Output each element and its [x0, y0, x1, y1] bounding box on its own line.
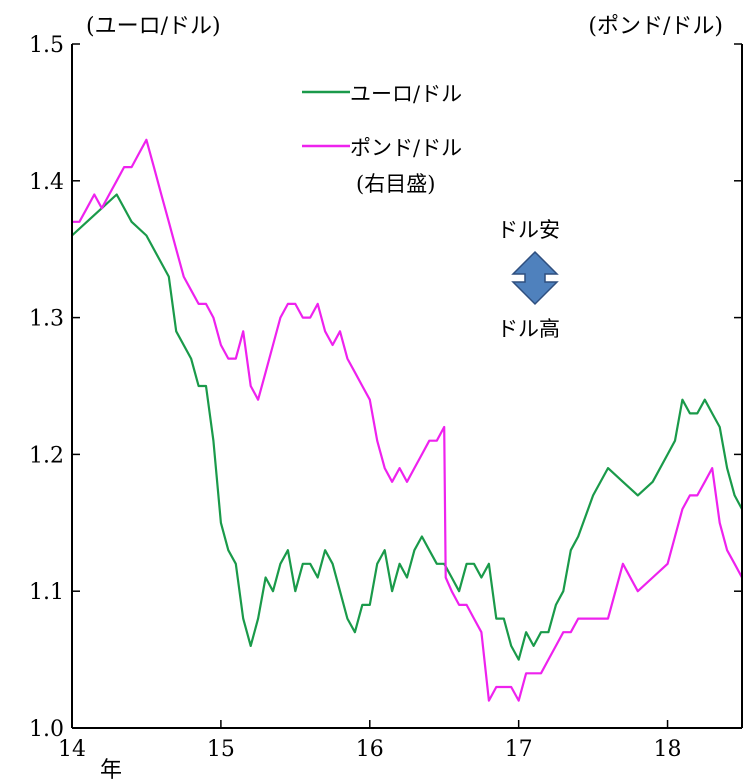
y-tick-label-3: 1.3	[29, 307, 64, 332]
y-tick-label-5: 1.5	[29, 33, 64, 58]
right-axis-title: (ポンド/ドル)	[588, 14, 723, 39]
axes	[71, 44, 743, 729]
series-lines	[71, 138, 743, 702]
legend	[302, 90, 350, 148]
legend-pound-label: ポンド/ドル	[350, 136, 463, 160]
x-tick-label-3: 17	[505, 737, 533, 762]
x-tick-label-4: 18	[654, 737, 682, 762]
y-tick-label-2: 1.2	[29, 443, 64, 468]
left-axis-title: (ユーロ/ドル)	[86, 14, 221, 39]
double-arrow-icon	[511, 250, 559, 306]
y-tick-label-1: 1.1	[29, 580, 64, 605]
y-tick-label-0: 1.0	[29, 717, 64, 742]
ticks: 1.0 1.1 1.2 1.3 1.4 1.5 14 15 16 17 18	[29, 33, 742, 762]
x-tick-label-2: 16	[356, 737, 384, 762]
legend-euro-label: ユーロ/ドル	[350, 82, 463, 106]
legend-pound-axis-note: (右目盛)	[356, 172, 436, 196]
x-unit-label: 年	[100, 758, 123, 783]
dollar-arrow	[511, 250, 559, 306]
series-line-1	[72, 138, 743, 702]
dollar-weak-label: ドル安	[497, 218, 560, 242]
y-tick-label-4: 1.4	[29, 170, 64, 195]
dollar-strong-label: ドル高	[497, 317, 560, 341]
x-tick-label-0: 14	[58, 737, 86, 762]
x-tick-label-1: 15	[207, 737, 235, 762]
series-line-0	[71, 193, 743, 661]
